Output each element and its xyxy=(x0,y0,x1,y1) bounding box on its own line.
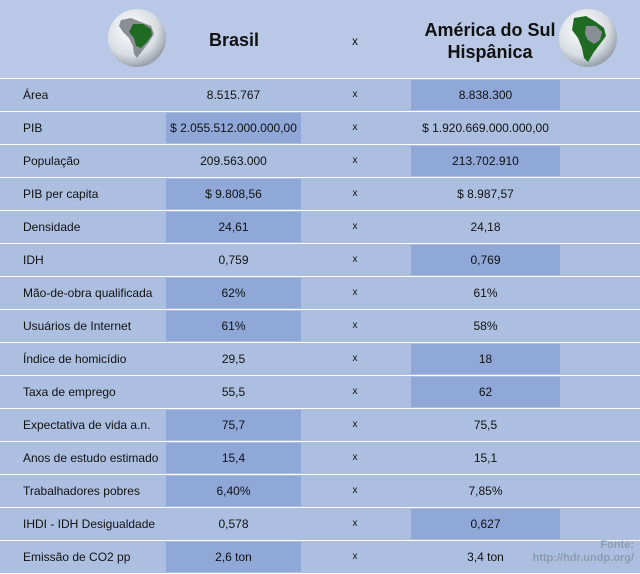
row-label: Emissão de CO2 pp xyxy=(23,550,131,564)
table-row: Trabalhadores pobres 6,40% x 7,85% xyxy=(0,475,640,508)
table-row: Área 8.515.767 x 8.838.300 xyxy=(0,79,640,112)
row-label: Usuários de Internet xyxy=(23,319,132,333)
row-label: Expectativa de vida a.n. xyxy=(23,418,151,432)
row-label: Taxa de emprego xyxy=(23,385,116,399)
cell-brasil: $ 9.808,56 xyxy=(166,179,301,209)
cell-brasil: 29,5 xyxy=(221,352,246,366)
cell-america: 0,627 xyxy=(411,509,560,539)
column-header-america-line2: Hispânica xyxy=(447,42,533,62)
cell-brasil: 209.563.000 xyxy=(200,154,267,168)
cell-versus: x xyxy=(352,188,358,199)
cell-brasil: 0,759 xyxy=(218,253,249,267)
cell-brasil: 6,40% xyxy=(166,476,301,506)
cell-versus: x xyxy=(352,419,358,430)
cell-versus: x xyxy=(352,122,358,133)
cell-brasil: 62% xyxy=(166,278,301,308)
cell-america: 18 xyxy=(411,344,560,374)
cell-versus: x xyxy=(352,287,358,298)
row-label: Trabalhadores pobres xyxy=(23,484,140,498)
table-row: IDH 0,759 x 0,769 xyxy=(0,244,640,277)
cell-america: 213.702.910 xyxy=(411,146,560,176)
row-label: Anos de estudo estimado xyxy=(23,451,159,465)
cell-brasil: 55,5 xyxy=(221,385,246,399)
cell-america: 62 xyxy=(411,377,560,407)
table-row: Anos de estudo estimado 15,4 x 15,1 xyxy=(0,442,640,475)
table-header: Brasil x América do Sul Hispânica xyxy=(0,0,640,79)
table-row: População 209.563.000 x 213.702.910 xyxy=(0,145,640,178)
cell-versus: x xyxy=(352,452,358,463)
cell-brasil: 0,578 xyxy=(218,517,249,531)
cell-versus: x xyxy=(352,89,358,100)
table-row: Densidade 24,61 x 24,18 xyxy=(0,211,640,244)
row-label: IDH xyxy=(23,253,44,267)
cell-brasil: 61% xyxy=(166,311,301,341)
source-label: Fonte: xyxy=(600,539,634,551)
row-label: PIB per capita xyxy=(23,187,99,201)
cell-brasil: 15,4 xyxy=(166,443,301,473)
table-row: Mão-de-obra qualificada 62% x 61% xyxy=(0,277,640,310)
cell-america: 61% xyxy=(473,286,498,300)
cell-america: 3,4 ton xyxy=(467,550,504,564)
column-header-america: América do Sul Hispânica xyxy=(405,19,575,63)
row-label: Densidade xyxy=(23,220,81,234)
cell-america: 58% xyxy=(473,319,498,333)
row-label: IHDI - IDH Desigualdade xyxy=(23,517,156,531)
cell-america: 7,85% xyxy=(468,484,503,498)
cell-america: 8.838.300 xyxy=(411,80,560,110)
row-label: Índice de homicídio xyxy=(23,352,127,366)
cell-versus: x xyxy=(352,485,358,496)
table-row: PIB $ 2.055.512.000.000,00 x $ 1.920.669.00… xyxy=(0,112,640,145)
cell-brasil: $ 2.055.512.000.000,00 xyxy=(166,113,301,143)
table-row: IHDI - IDH Desigualdade 0,578 x 0,627 xyxy=(0,508,640,541)
globe-brazil-icon xyxy=(108,9,166,67)
table-row: Índice de homicídio 29,5 x 18 xyxy=(0,343,640,376)
column-header-america-line1: América do Sul xyxy=(424,20,556,40)
row-label: Área xyxy=(23,88,49,102)
row-label: Mão-de-obra qualificada xyxy=(23,286,153,300)
table-row: Taxa de emprego 55,5 x 62 xyxy=(0,376,640,409)
cell-brasil: 8.515.767 xyxy=(206,88,261,102)
cell-america: 15,1 xyxy=(473,451,498,465)
cell-brasil: 24,61 xyxy=(166,212,301,242)
column-header-brasil: Brasil xyxy=(208,30,260,50)
cell-versus: x xyxy=(352,386,358,397)
cell-america: 24,18 xyxy=(470,220,501,234)
table-row: Expectativa de vida a.n. 75,7 x 75,5 xyxy=(0,409,640,442)
cell-versus: x xyxy=(352,518,358,529)
header-versus: x xyxy=(352,34,358,48)
cell-versus: x xyxy=(352,551,358,562)
cell-brasil: 2,6 ton xyxy=(166,542,301,572)
cell-america: 75,5 xyxy=(473,418,498,432)
cell-versus: x xyxy=(352,353,358,364)
row-label: PIB xyxy=(23,121,43,135)
cell-america: 0,769 xyxy=(411,245,560,275)
table-row: Usuários de Internet 61% x 58% xyxy=(0,310,640,343)
globe-south-america-icon xyxy=(559,9,617,67)
cell-versus: x xyxy=(352,155,358,166)
cell-america: $ 8.987,57 xyxy=(457,187,514,201)
source-url: http://hdr.undp.org/ xyxy=(532,552,634,564)
cell-america: $ 1.920.669.000.000,00 xyxy=(422,121,549,135)
cell-versus: x xyxy=(352,221,358,232)
cell-versus: x xyxy=(352,254,358,265)
cell-versus: x xyxy=(352,320,358,331)
row-label: População xyxy=(23,154,80,168)
table-row: PIB per capita $ 9.808,56 x $ 8.987,57 xyxy=(0,178,640,211)
cell-brasil: 75,7 xyxy=(166,410,301,440)
source-note: Fonte: http://hdr.undp.org/ xyxy=(533,539,634,565)
